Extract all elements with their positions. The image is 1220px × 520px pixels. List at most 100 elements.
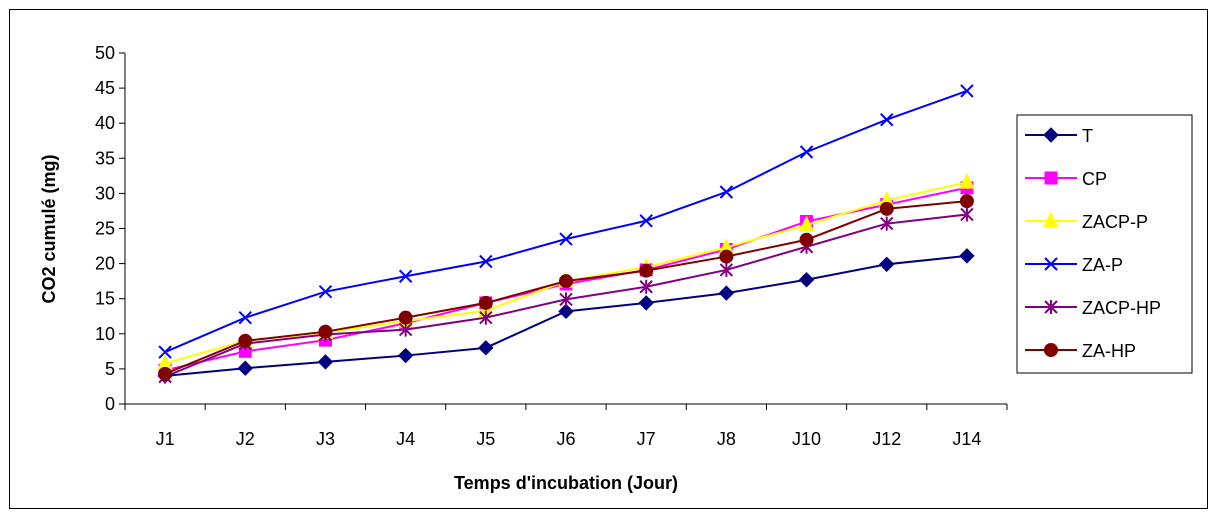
marker-stroke — [719, 185, 734, 199]
legend-marker — [1044, 171, 1058, 185]
marker-stroke — [1044, 257, 1058, 271]
data-point — [398, 322, 413, 337]
data-point — [798, 215, 815, 232]
data-point — [798, 272, 815, 288]
data-point — [559, 292, 573, 307]
legend-marker — [1043, 211, 1059, 228]
x-tick-label: J10 — [792, 429, 821, 449]
data-point — [158, 345, 172, 359]
marker-stroke — [799, 145, 814, 159]
series-za-hp — [158, 194, 974, 381]
y-tick-label: 30 — [95, 183, 115, 203]
legend-item: CP — [1025, 169, 1107, 189]
marker-stroke — [479, 254, 493, 269]
legend-label: CP — [1082, 169, 1107, 189]
x-tick-label: J5 — [476, 429, 495, 449]
data-point — [959, 248, 975, 264]
data-point — [238, 310, 252, 325]
data-point — [879, 256, 895, 273]
data-point — [237, 360, 253, 376]
legend-marker — [1044, 343, 1058, 357]
data-point — [639, 279, 653, 294]
data-point — [318, 284, 333, 299]
y-tick-label: 50 — [95, 43, 115, 63]
data-point — [959, 194, 974, 209]
data-point — [960, 84, 974, 98]
marker-stroke — [158, 345, 172, 359]
y-tick-label: 15 — [95, 289, 115, 309]
series-zacp-hp — [158, 207, 974, 384]
x-tick-label: J1 — [156, 429, 175, 449]
data-point — [880, 216, 894, 231]
y-tick-label: 0 — [105, 394, 115, 414]
data-point — [559, 274, 573, 289]
data-point — [158, 366, 173, 381]
series-t — [157, 248, 975, 384]
data-point — [479, 254, 493, 269]
y-tick-label: 10 — [95, 324, 115, 344]
x-tick-label: J7 — [637, 429, 656, 449]
marker-stroke — [238, 310, 252, 325]
y-tick-label: 20 — [95, 254, 115, 274]
legend-item: T — [1025, 126, 1093, 146]
data-point — [478, 295, 493, 310]
legend: T CP ZACP-P ZA-P ZACP-HP ZA-HP — [1016, 114, 1193, 374]
legend-item: ZA-P — [1025, 255, 1123, 275]
data-point — [639, 214, 653, 228]
y-tick-label: 35 — [95, 148, 115, 168]
data-point — [398, 269, 413, 283]
data-point — [478, 340, 494, 356]
marker-stroke — [318, 284, 333, 299]
data-point — [719, 249, 734, 264]
legend-item: ZACP-HP — [1025, 298, 1161, 318]
data-point — [719, 262, 734, 277]
series-za-p — [158, 84, 974, 359]
chart-frame — [9, 9, 1208, 509]
marker-stroke — [960, 84, 974, 98]
x-tick-label: J6 — [556, 429, 575, 449]
legend-item: ZACP-P — [1025, 211, 1148, 232]
data-point — [238, 333, 253, 348]
x-tick-label: J2 — [236, 429, 255, 449]
data-point — [397, 347, 414, 364]
x-axis-title: Temps d'incubation (Jour) — [454, 473, 678, 493]
y-axis-ticks: 0 5 10 15 20 25 30 35 40 45 50 — [95, 43, 125, 414]
series-layer — [157, 84, 975, 384]
legend-item: ZA-HP — [1025, 341, 1136, 361]
x-tick-label: J14 — [952, 429, 981, 449]
legend-marker — [1044, 300, 1058, 314]
x-tick-label: J4 — [396, 429, 415, 449]
legend-label: ZACP-HP — [1082, 298, 1161, 318]
data-point — [879, 201, 894, 216]
x-axis-ticks: J1 J2 J3 J4 J5 J6 J7 J8 J10 J12 J14 — [124, 404, 1008, 449]
data-point — [880, 112, 894, 127]
marker-stroke — [639, 214, 653, 228]
legend-label: ZA-P — [1082, 255, 1123, 275]
marker-stroke — [880, 112, 894, 127]
x-tick-label: J8 — [717, 429, 736, 449]
marker-stroke — [559, 232, 573, 246]
data-point — [639, 263, 654, 278]
legend-label: ZA-HP — [1082, 341, 1136, 361]
legend-label: T — [1082, 126, 1093, 146]
marker-stroke — [398, 269, 413, 283]
y-axis-title: CO2 cumulé (mg) — [39, 154, 59, 303]
data-point — [318, 324, 333, 339]
axes — [124, 53, 1007, 405]
data-point — [638, 295, 654, 311]
data-point — [719, 185, 734, 199]
legend-label: ZACP-P — [1082, 212, 1148, 232]
y-tick-label: 5 — [105, 359, 115, 379]
x-tick-label: J12 — [872, 429, 901, 449]
data-point — [558, 303, 574, 320]
data-point — [718, 285, 735, 301]
data-point — [799, 232, 814, 247]
legend-marker — [1044, 257, 1058, 271]
data-point — [799, 145, 814, 159]
data-point — [398, 310, 413, 325]
data-point — [960, 207, 974, 222]
y-tick-label: 40 — [95, 113, 115, 133]
legend-marker — [1043, 127, 1059, 143]
data-point — [559, 232, 573, 246]
